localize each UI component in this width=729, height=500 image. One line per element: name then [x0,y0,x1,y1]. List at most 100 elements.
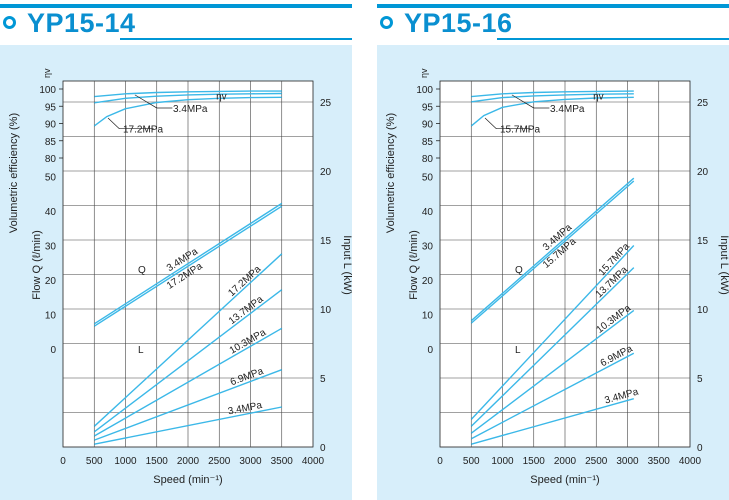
x-tick-label: 1500 [523,456,546,467]
input-l-label: L [515,345,521,356]
efficiency-label-high: 3.4MPa [550,104,585,115]
input-tick-label: 5 [320,374,326,385]
x-tick-label: 4000 [679,456,702,467]
x-tick-label: 4000 [302,456,325,467]
flow-tick-label: 50 [45,173,57,184]
efficiency-line [470,96,634,127]
input-line [471,398,634,445]
title-bar [0,4,352,8]
flow-line [93,202,283,325]
eff-tick-label: 100 [39,85,56,96]
x-tick-label: 3500 [271,456,294,467]
input-line [93,289,283,433]
input-tick-label: 15 [697,236,709,247]
flow-tick-label: 20 [422,276,434,287]
circle-icon [3,16,16,29]
y-axis-title-efficiency: Volumetric efficiency (%) [385,113,397,233]
eff-tick-label: 95 [422,102,434,113]
eta-axis-label: ηv [419,68,429,78]
efficiency-label-low: 15.7MPa [500,125,540,136]
flow-tick-label: 10 [422,311,434,322]
leader-line [107,117,154,130]
circle-icon [380,16,393,29]
efficiency-line [471,90,634,98]
input-line [470,309,635,434]
x-tick-label: 2000 [177,456,200,467]
eff-tick-label: 80 [45,154,57,165]
eta-axis-label: ηv [42,68,52,78]
leader-line [134,94,173,109]
eta-curve-label: ηv [593,91,604,102]
x-tick-label: 2500 [585,456,608,467]
input-tick-label: 5 [697,374,703,385]
input-tick-label: 0 [320,443,326,454]
x-axis-title: Speed (min⁻¹) [153,474,222,486]
flow-tick-label: 20 [45,276,57,287]
eff-tick-label: 85 [422,137,434,148]
flow-tick-label: 40 [422,207,434,218]
x-tick-label: 0 [437,456,443,467]
flow-tick-label: 10 [45,311,57,322]
eta-curve-label: ηv [216,91,227,102]
x-tick-label: 3000 [239,456,262,467]
input-tick-label: 10 [697,305,709,316]
input-tick-label: 15 [320,236,332,247]
x-tick-label: 1000 [491,456,514,467]
title-underline [120,38,352,40]
input-line [94,406,282,445]
efficiency-label-high: 3.4MPa [173,104,208,115]
input-tick-label: 20 [320,167,332,178]
title-bar [377,4,729,8]
input-line [93,327,283,437]
input-line [94,369,283,441]
input-line [470,352,635,440]
flow-line [93,205,283,327]
efficiency-label-low: 17.2MPa [123,125,163,136]
chart-title: YP15-16 [404,8,513,38]
input-line [93,253,283,427]
x-tick-label: 3000 [616,456,639,467]
eff-tick-label: 100 [416,85,433,96]
flow-q-label: Q [138,265,146,276]
efficiency-line [93,96,282,127]
x-tick-label: 500 [463,456,480,467]
flow-line [470,177,635,322]
chart-title: YP15-14 [27,8,136,38]
eff-tick-label: 90 [422,120,434,131]
flow-tick-label: 0 [427,345,433,356]
input-line [470,245,635,420]
flow-tick-label: 40 [45,207,57,218]
x-tick-label: 3500 [648,456,671,467]
flow-tick-label: 50 [422,173,434,184]
efficiency-line [94,90,282,98]
leader-line [484,117,531,130]
x-tick-label: 0 [60,456,66,467]
flow-tick-label: 30 [422,242,434,253]
y-axis-title-input: Input L (kW) [718,235,729,295]
eff-tick-label: 80 [422,154,434,165]
input-tick-label: 25 [697,98,709,109]
panel-title-left: YP15-14 [0,4,352,42]
panel-title-right: YP15-16 [377,4,729,42]
eff-tick-label: 90 [45,120,57,131]
eff-tick-label: 95 [45,102,57,113]
efficiency-line [471,93,634,103]
input-l-label: L [138,345,144,356]
x-axis-title: Speed (min⁻¹) [530,474,599,486]
x-tick-label: 1500 [146,456,169,467]
y-axis-title-efficiency: Volumetric efficiency (%) [8,113,20,233]
title-underline [497,38,729,40]
input-line [470,267,635,427]
input-tick-label: 25 [320,98,332,109]
input-tick-label: 0 [697,443,703,454]
y-axis-title-input: Input L (kW) [341,235,352,295]
flow-line [470,180,635,324]
x-tick-label: 2000 [554,456,577,467]
flow-q-label: Q [515,265,523,276]
efficiency-line [94,92,282,104]
y-axis-title-flow: Flow Q (ℓ/min) [31,230,43,300]
flow-tick-label: 30 [45,242,57,253]
leader-line [511,94,550,109]
